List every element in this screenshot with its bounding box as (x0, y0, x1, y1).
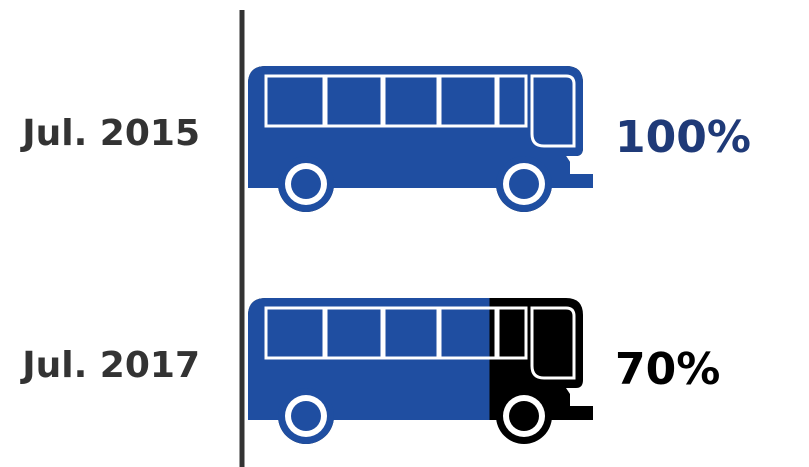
data-label: 70% (615, 344, 720, 395)
bus-wheel-hub (509, 169, 539, 199)
bus-window (438, 306, 490, 360)
chart-row: Jul. 2017 70% (19, 298, 720, 444)
bus-window (264, 74, 326, 128)
category-label: Jul. 2015 (19, 113, 200, 154)
bus-window (382, 74, 440, 128)
bar-fill (248, 66, 593, 212)
bus-wheel-hub (291, 401, 321, 431)
bus-window (496, 74, 528, 128)
bar-fill (248, 298, 490, 444)
bus-window (382, 306, 440, 360)
bus-wheel-hub (509, 401, 539, 431)
bus-front-window (530, 306, 576, 380)
bus-window (264, 306, 326, 360)
bus-wheel-hub (291, 169, 321, 199)
bus-front-window (530, 74, 576, 148)
data-label: 100% (615, 112, 751, 163)
bus-window (496, 306, 528, 360)
bus-window (324, 74, 384, 128)
category-label: Jul. 2017 (19, 345, 200, 386)
bus-window (438, 74, 498, 128)
chart-row: Jul. 2015 100% (19, 66, 751, 212)
bus-window (324, 306, 384, 360)
